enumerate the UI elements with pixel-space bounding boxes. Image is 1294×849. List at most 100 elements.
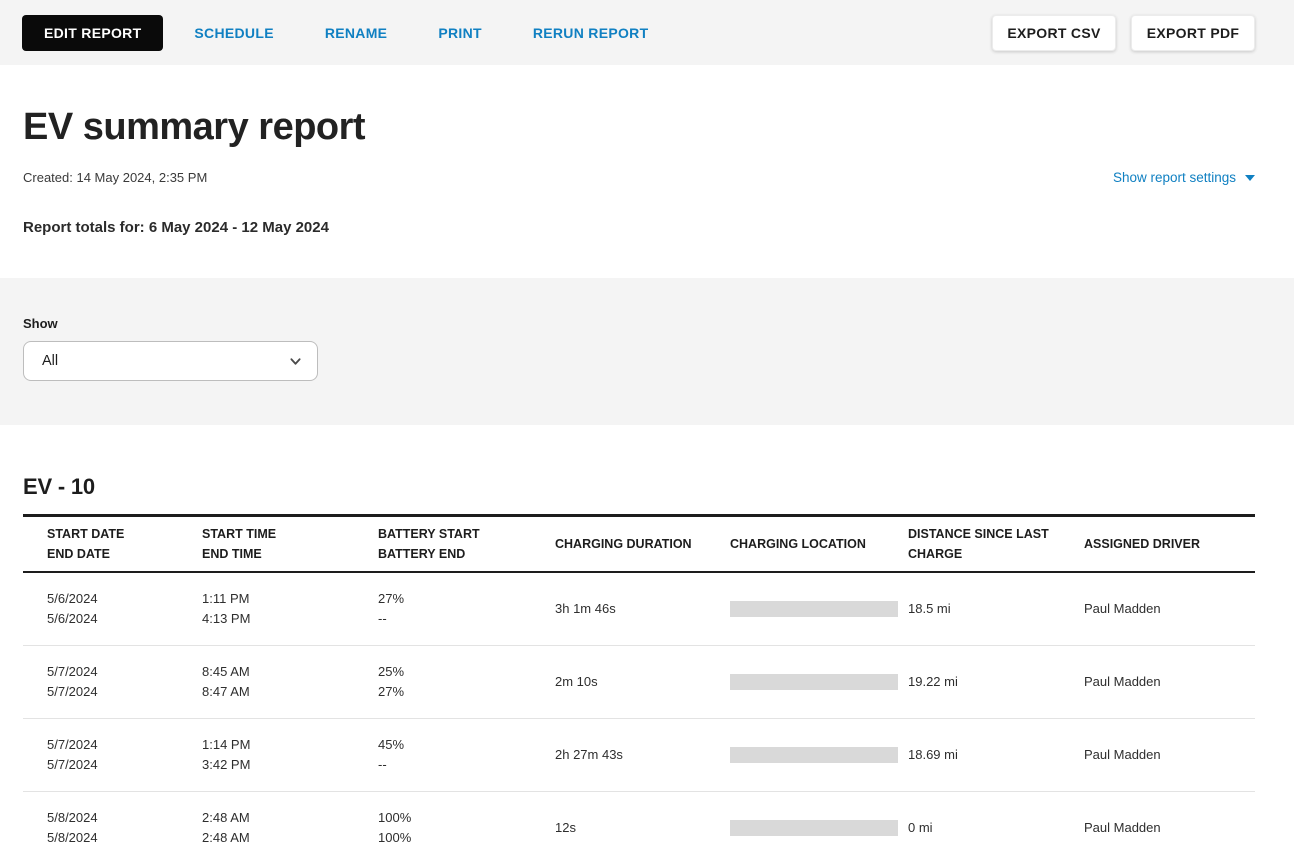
- table-cell: 1:11 PM4:13 PM: [202, 589, 378, 629]
- table-cell: 45%--: [378, 735, 555, 775]
- charging-duration: 2h 27m 43s: [555, 745, 712, 765]
- table-body: 5/6/20245/6/20241:11 PM4:13 PM27%--3h 1m…: [23, 573, 1255, 849]
- battery-end: 100%: [378, 828, 537, 848]
- start-date: 5/6/2024: [47, 589, 184, 609]
- column-header: CHARGING DURATION: [555, 534, 730, 554]
- show-filter-dropdown[interactable]: All: [23, 341, 318, 381]
- table-row: 5/6/20245/6/20241:11 PM4:13 PM27%--3h 1m…: [23, 573, 1255, 646]
- rerun-report-link[interactable]: RERUN REPORT: [533, 25, 649, 41]
- column-header-line: END DATE: [47, 544, 184, 564]
- show-report-settings-label: Show report settings: [1113, 170, 1236, 185]
- table-cell: Paul Madden: [1084, 599, 1255, 619]
- charging-location-cell: [730, 601, 908, 617]
- export-pdf-button[interactable]: EXPORT PDF: [1131, 15, 1255, 51]
- table-cell: 19.22 mi: [908, 672, 1084, 692]
- table-cell: 18.5 mi: [908, 599, 1084, 619]
- battery-start: 27%: [378, 589, 537, 609]
- table-cell: 3h 1m 46s: [555, 599, 730, 619]
- table-cell: 18.69 mi: [908, 745, 1084, 765]
- charging-duration: 2m 10s: [555, 672, 712, 692]
- rename-link[interactable]: RENAME: [325, 25, 387, 41]
- column-header: ASSIGNED DRIVER: [1084, 534, 1255, 554]
- battery-start: 100%: [378, 808, 537, 828]
- print-link[interactable]: PRINT: [438, 25, 482, 41]
- end-date: 5/7/2024: [47, 755, 184, 775]
- column-header: CHARGING LOCATION: [730, 534, 908, 554]
- column-header-line: BATTERY START: [378, 524, 537, 544]
- toolbar-links: SCHEDULE RENAME PRINT RERUN REPORT: [194, 25, 648, 41]
- end-time: 8:47 AM: [202, 682, 360, 702]
- show-report-settings-link[interactable]: Show report settings: [1113, 170, 1255, 185]
- edit-report-button[interactable]: EDIT REPORT: [22, 15, 163, 51]
- filter-band: Show All: [0, 278, 1294, 425]
- show-filter-value: All: [42, 353, 58, 369]
- table-cell: 100%100%: [378, 808, 555, 848]
- column-header: BATTERY STARTBATTERY END: [378, 524, 555, 564]
- table-cell: Paul Madden: [1084, 672, 1255, 692]
- start-time: 2:48 AM: [202, 808, 360, 828]
- distance-since-last-charge: 18.69 mi: [908, 745, 1066, 765]
- redacted-location-bar: [730, 674, 898, 690]
- caret-down-icon: [1245, 175, 1255, 181]
- distance-since-last-charge: 18.5 mi: [908, 599, 1066, 619]
- charging-location-cell: [730, 747, 908, 763]
- meta-row: Created: 14 May 2024, 2:35 PM Show repor…: [23, 170, 1255, 185]
- table-cell: 12s: [555, 818, 730, 838]
- distance-since-last-charge: 19.22 mi: [908, 672, 1066, 692]
- column-header-line: CHARGING DURATION: [555, 534, 712, 554]
- start-time: 8:45 AM: [202, 662, 360, 682]
- column-header: START DATEEND DATE: [23, 524, 202, 564]
- column-header-line: CHARGING LOCATION: [730, 534, 890, 554]
- section-title: EV - 10: [23, 474, 1255, 500]
- chevron-down-icon: [290, 356, 301, 367]
- report-header: EV summary report Created: 14 May 2024, …: [0, 65, 1294, 278]
- table-cell: 25%27%: [378, 662, 555, 702]
- charging-location-cell: [730, 674, 908, 690]
- redacted-location-bar: [730, 601, 898, 617]
- start-time: 1:11 PM: [202, 589, 360, 609]
- battery-start: 25%: [378, 662, 537, 682]
- start-date: 5/7/2024: [47, 662, 184, 682]
- table-cell: 5/7/20245/7/2024: [23, 735, 202, 775]
- table-cell: 5/7/20245/7/2024: [23, 662, 202, 702]
- column-header-line: START TIME: [202, 524, 360, 544]
- table-cell: 5/6/20245/6/2024: [23, 589, 202, 629]
- end-date: 5/6/2024: [47, 609, 184, 629]
- table-cell: 0 mi: [908, 818, 1084, 838]
- toolbar: EDIT REPORT SCHEDULE RENAME PRINT RERUN …: [0, 0, 1294, 65]
- table-row: 5/7/20245/7/20241:14 PM3:42 PM45%--2h 27…: [23, 719, 1255, 792]
- end-date: 5/8/2024: [47, 828, 184, 848]
- assigned-driver: Paul Madden: [1084, 818, 1237, 838]
- redacted-location-bar: [730, 747, 898, 763]
- battery-start: 45%: [378, 735, 537, 755]
- export-csv-button[interactable]: EXPORT CSV: [992, 15, 1116, 51]
- table-cell: Paul Madden: [1084, 818, 1255, 838]
- end-time: 4:13 PM: [202, 609, 360, 629]
- table-cell: 2:48 AM2:48 AM: [202, 808, 378, 848]
- created-timestamp: Created: 14 May 2024, 2:35 PM: [23, 170, 207, 185]
- page-title: EV summary report: [23, 106, 1255, 149]
- table-cell: 8:45 AM8:47 AM: [202, 662, 378, 702]
- column-header: START TIMEEND TIME: [202, 524, 378, 564]
- redacted-location-bar: [730, 820, 898, 836]
- start-date: 5/7/2024: [47, 735, 184, 755]
- show-filter-label: Show: [23, 316, 1255, 331]
- ev-table: START DATEEND DATESTART TIMEEND TIMEBATT…: [23, 514, 1255, 849]
- assigned-driver: Paul Madden: [1084, 599, 1237, 619]
- start-time: 1:14 PM: [202, 735, 360, 755]
- column-header-line: END TIME: [202, 544, 360, 564]
- table-cell: 2m 10s: [555, 672, 730, 692]
- column-header-line: DISTANCE SINCE LAST CHARGE: [908, 524, 1066, 564]
- table-cell: 1:14 PM3:42 PM: [202, 735, 378, 775]
- assigned-driver: Paul Madden: [1084, 672, 1237, 692]
- charging-location-cell: [730, 820, 908, 836]
- column-header-line: BATTERY END: [378, 544, 537, 564]
- table-cell: 5/8/20245/8/2024: [23, 808, 202, 848]
- battery-end: 27%: [378, 682, 537, 702]
- battery-end: --: [378, 755, 537, 775]
- schedule-link[interactable]: SCHEDULE: [194, 25, 273, 41]
- report-totals: Report totals for: 6 May 2024 - 12 May 2…: [23, 219, 1255, 236]
- end-date: 5/7/2024: [47, 682, 184, 702]
- column-header-line: ASSIGNED DRIVER: [1084, 534, 1237, 554]
- table-header-row: START DATEEND DATESTART TIMEEND TIMEBATT…: [23, 514, 1255, 573]
